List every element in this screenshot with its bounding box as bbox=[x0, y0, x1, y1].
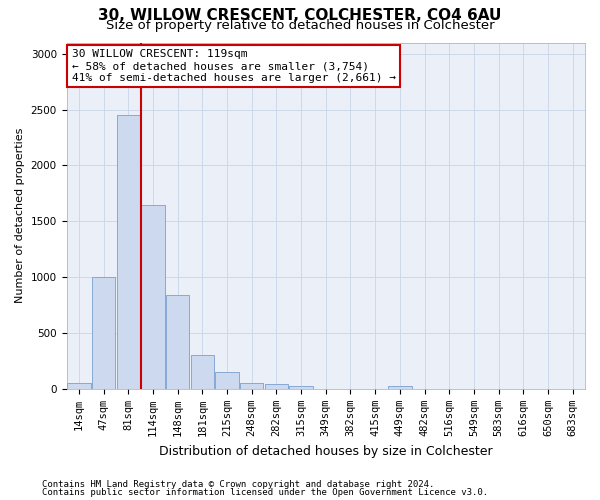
Bar bbox=[240, 384, 263, 389]
Bar bbox=[67, 383, 91, 389]
Bar bbox=[92, 277, 115, 389]
Bar bbox=[116, 115, 140, 389]
Bar bbox=[141, 204, 164, 389]
Bar bbox=[289, 386, 313, 389]
Text: 30, WILLOW CRESCENT, COLCHESTER, CO4 6AU: 30, WILLOW CRESCENT, COLCHESTER, CO4 6AU bbox=[98, 8, 502, 22]
Bar bbox=[215, 372, 239, 389]
Bar bbox=[191, 356, 214, 389]
X-axis label: Distribution of detached houses by size in Colchester: Distribution of detached houses by size … bbox=[159, 444, 493, 458]
Text: Contains HM Land Registry data © Crown copyright and database right 2024.: Contains HM Land Registry data © Crown c… bbox=[42, 480, 434, 489]
Bar bbox=[388, 386, 412, 389]
Text: Contains public sector information licensed under the Open Government Licence v3: Contains public sector information licen… bbox=[42, 488, 488, 497]
Text: 30 WILLOW CRESCENT: 119sqm
← 58% of detached houses are smaller (3,754)
41% of s: 30 WILLOW CRESCENT: 119sqm ← 58% of deta… bbox=[72, 50, 396, 82]
Text: Size of property relative to detached houses in Colchester: Size of property relative to detached ho… bbox=[106, 18, 494, 32]
Bar bbox=[166, 295, 190, 389]
Bar bbox=[265, 384, 288, 389]
Y-axis label: Number of detached properties: Number of detached properties bbox=[15, 128, 25, 304]
